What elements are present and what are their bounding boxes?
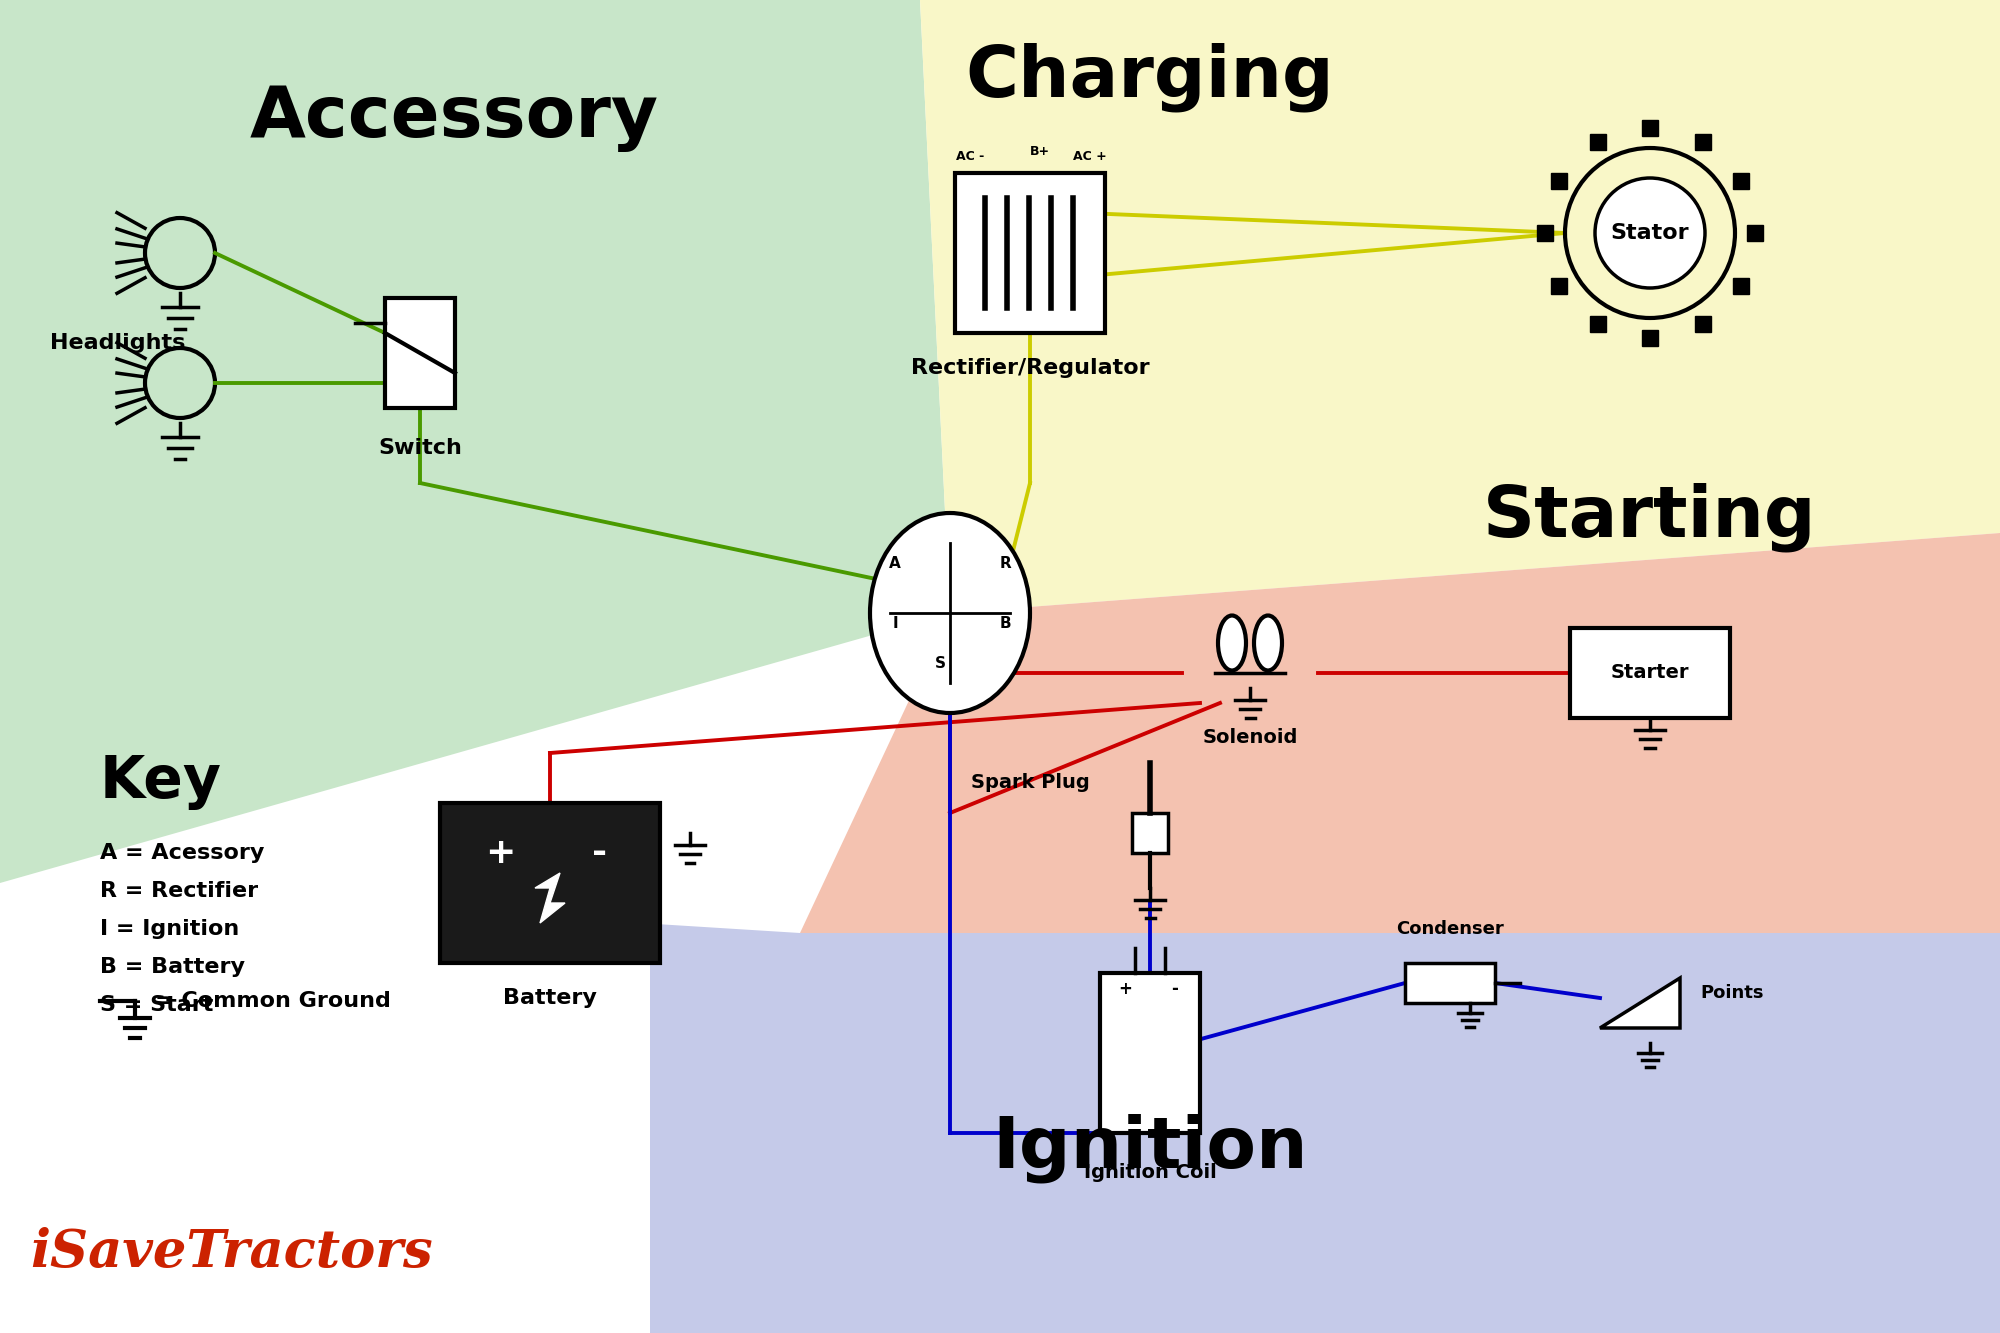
FancyBboxPatch shape (1590, 316, 1606, 332)
Text: A = Acessory: A = Acessory (100, 842, 264, 862)
Text: Battery: Battery (504, 988, 596, 1008)
Circle shape (1596, 179, 1704, 288)
Ellipse shape (870, 513, 1030, 713)
Text: B+: B+ (1030, 145, 1050, 159)
Text: iSaveTractors: iSaveTractors (30, 1228, 432, 1278)
Text: I: I (892, 616, 898, 631)
Text: -: - (1172, 980, 1178, 998)
Text: Rectifier/Regulator: Rectifier/Regulator (910, 359, 1150, 379)
Polygon shape (1600, 978, 1680, 1028)
Ellipse shape (1254, 616, 1282, 670)
Text: +: + (484, 836, 516, 870)
FancyBboxPatch shape (1642, 120, 1658, 136)
Text: Accessory: Accessory (250, 83, 660, 152)
Text: AC -: AC - (956, 151, 984, 163)
Text: Condenser: Condenser (1396, 920, 1504, 938)
FancyBboxPatch shape (1732, 172, 1748, 188)
FancyBboxPatch shape (1570, 628, 1730, 718)
FancyBboxPatch shape (1590, 135, 1606, 151)
FancyBboxPatch shape (1748, 225, 1764, 241)
FancyBboxPatch shape (1694, 316, 1710, 332)
Polygon shape (0, 882, 2000, 1333)
FancyBboxPatch shape (956, 173, 1104, 333)
Polygon shape (920, 0, 2000, 613)
Text: I = Ignition: I = Ignition (100, 918, 240, 938)
FancyBboxPatch shape (440, 802, 660, 962)
FancyBboxPatch shape (1536, 225, 1552, 241)
Text: B = Battery: B = Battery (100, 957, 244, 977)
Ellipse shape (1218, 616, 1246, 670)
Text: Starting: Starting (1484, 483, 1816, 552)
Text: Ignition Coil: Ignition Coil (1084, 1162, 1216, 1182)
Text: Solenoid: Solenoid (1202, 728, 1298, 746)
Text: AC +: AC + (1074, 151, 1106, 163)
Text: -: - (592, 836, 608, 870)
Text: R = Rectifier: R = Rectifier (100, 881, 258, 901)
Text: B: B (1000, 616, 1010, 631)
Text: Stator: Stator (1610, 223, 1690, 243)
FancyBboxPatch shape (1100, 973, 1200, 1133)
Text: S: S (934, 656, 946, 670)
Text: R: R (1000, 556, 1010, 571)
Text: A: A (890, 556, 900, 571)
FancyBboxPatch shape (384, 299, 456, 408)
FancyBboxPatch shape (1552, 172, 1568, 188)
Text: Points: Points (1700, 984, 1764, 1002)
Text: Key: Key (100, 753, 222, 810)
Polygon shape (800, 533, 2000, 933)
FancyBboxPatch shape (1132, 813, 1168, 853)
Text: Charging: Charging (966, 43, 1334, 112)
FancyBboxPatch shape (1552, 277, 1568, 293)
FancyBboxPatch shape (1404, 962, 1496, 1002)
Polygon shape (536, 873, 566, 922)
Text: S = Start: S = Start (100, 994, 214, 1014)
Text: Ignition: Ignition (992, 1113, 1308, 1182)
FancyBboxPatch shape (1732, 277, 1748, 293)
Text: Switch: Switch (378, 439, 462, 459)
Polygon shape (0, 0, 950, 882)
Text: Spark Plug: Spark Plug (972, 773, 1090, 793)
Text: Headlights: Headlights (50, 333, 186, 353)
FancyBboxPatch shape (1694, 135, 1710, 151)
FancyBboxPatch shape (1642, 331, 1658, 347)
Text: Starter: Starter (1610, 664, 1690, 682)
Text: = Common Ground: = Common Ground (156, 990, 390, 1010)
Polygon shape (0, 882, 650, 1333)
Text: +: + (1118, 980, 1132, 998)
